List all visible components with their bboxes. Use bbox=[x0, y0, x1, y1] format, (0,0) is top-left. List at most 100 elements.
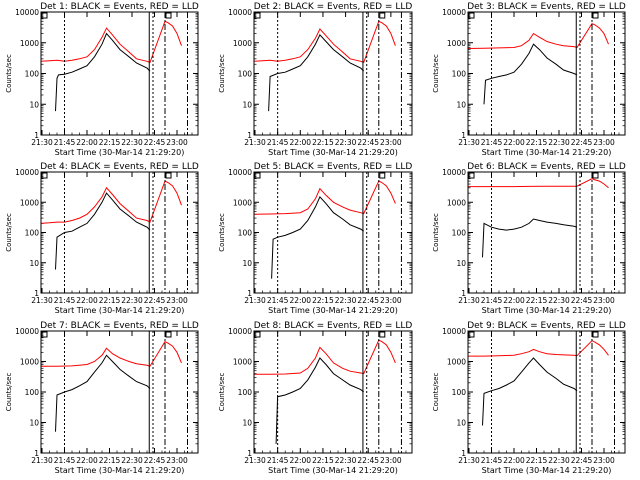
y-tick-label: 1000 bbox=[233, 39, 252, 48]
x-tick-label: 22:15 bbox=[99, 456, 121, 465]
x-tick-label: 22:15 bbox=[99, 138, 121, 147]
series-line-events bbox=[271, 195, 364, 279]
panel-title: Det 3: BLACK = Events, RED = LLD bbox=[467, 2, 626, 12]
y-tick-label: 10 bbox=[242, 100, 252, 109]
panel-title: Det 4: BLACK = Events, RED = LLD bbox=[40, 162, 199, 172]
x-tick-label: 22:30 bbox=[335, 296, 357, 305]
x-tick-label: 22:00 bbox=[289, 456, 311, 465]
y-tick-label: 1000 bbox=[447, 39, 466, 48]
series-line-lld bbox=[467, 178, 609, 189]
panel-det-5: Det 5: BLACK = Events, RED = LLD Counts/s… bbox=[218, 162, 413, 315]
series-line-lld bbox=[253, 339, 396, 375]
y-tick-label: 10000 bbox=[15, 8, 39, 17]
y-axis-label: Counts/sec bbox=[5, 54, 13, 93]
corner-marker bbox=[592, 172, 599, 179]
x-tick-label: 23:00 bbox=[166, 296, 188, 305]
panel-det-4: Det 4: BLACK = Events, RED = LLD Counts/s… bbox=[5, 162, 199, 315]
panel-det-6: Det 6: BLACK = Events, RED = LLD Counts/s… bbox=[432, 162, 626, 315]
series-line-events bbox=[55, 32, 151, 112]
x-tick-label: 21:30 bbox=[31, 456, 53, 465]
panel-title: Det 1: BLACK = Events, RED = LLD bbox=[40, 2, 199, 12]
series-line-lld bbox=[40, 20, 182, 64]
x-tick-label: 22:45 bbox=[571, 456, 593, 465]
y-tick-label: 1 bbox=[461, 449, 466, 458]
x-tick-label: 22:30 bbox=[335, 138, 357, 147]
y-tick-label: 1000 bbox=[447, 198, 466, 207]
x-axis-label: Start Time (30-Mar-14 21:29:20) bbox=[482, 306, 612, 315]
y-tick-label: 100 bbox=[25, 229, 40, 238]
x-tick-label: 22:15 bbox=[526, 296, 548, 305]
y-tick-label: 10 bbox=[29, 259, 39, 268]
y-tick-label: 10000 bbox=[228, 8, 252, 17]
corner-marker bbox=[379, 331, 386, 338]
x-tick-label: 23:00 bbox=[380, 296, 402, 305]
x-tick-label: 22:00 bbox=[76, 456, 98, 465]
x-tick-label: 22:15 bbox=[312, 456, 334, 465]
x-tick-label: 22:00 bbox=[503, 138, 525, 147]
y-tick-label: 1 bbox=[461, 131, 466, 140]
panel-det-2: Det 2: BLACK = Events, RED = LLD Counts/s… bbox=[218, 2, 413, 157]
y-axis-label: Counts/sec bbox=[432, 213, 440, 252]
series-line-events bbox=[275, 357, 365, 444]
x-axis-label: Start Time (30-Mar-14 21:29:20) bbox=[482, 466, 612, 475]
y-tick-label: 10 bbox=[242, 259, 252, 268]
y-axis-label: Counts/sec bbox=[5, 373, 13, 412]
x-tick-label: 22:00 bbox=[503, 296, 525, 305]
x-tick-label: 22:30 bbox=[121, 296, 143, 305]
y-tick-label: 10000 bbox=[442, 168, 466, 177]
x-axis-label: Start Time (30-Mar-14 21:29:20) bbox=[55, 466, 185, 475]
x-tick-label: 23:00 bbox=[593, 138, 615, 147]
y-tick-label: 1000 bbox=[20, 198, 39, 207]
panel-title: Det 5: BLACK = Events, RED = LLD bbox=[254, 162, 413, 172]
panel-title: Det 7: BLACK = Events, RED = LLD bbox=[40, 321, 199, 331]
y-tick-label: 1000 bbox=[20, 39, 39, 48]
series-line-lld bbox=[40, 180, 182, 224]
corner-marker bbox=[254, 172, 261, 179]
x-tick-label: 21:45 bbox=[481, 138, 503, 147]
x-tick-label: 23:00 bbox=[166, 456, 188, 465]
series-line-events bbox=[268, 34, 365, 112]
plot-frame bbox=[40, 11, 199, 136]
y-tick-label: 10 bbox=[29, 419, 39, 428]
x-axis-label: Start Time (30-Mar-14 21:29:20) bbox=[268, 466, 398, 475]
x-tick-label: 21:45 bbox=[267, 456, 289, 465]
series-line-lld bbox=[253, 180, 396, 215]
corner-marker bbox=[165, 172, 172, 179]
y-tick-label: 1 bbox=[247, 289, 252, 298]
series-line-events bbox=[55, 354, 151, 432]
x-axis-label: Start Time (30-Mar-14 21:29:20) bbox=[268, 306, 398, 315]
corner-marker bbox=[592, 331, 599, 338]
y-axis-label: Counts/sec bbox=[218, 54, 226, 93]
x-tick-label: 22:30 bbox=[335, 456, 357, 465]
series-line-lld bbox=[467, 340, 609, 357]
x-tick-label: 22:30 bbox=[121, 138, 143, 147]
x-tick-label: 21:45 bbox=[54, 138, 76, 147]
series-line-events bbox=[482, 357, 578, 426]
y-tick-label: 1 bbox=[34, 289, 39, 298]
x-tick-label: 22:00 bbox=[76, 138, 98, 147]
panel-title: Det 8: BLACK = Events, RED = LLD bbox=[254, 321, 413, 331]
y-tick-label: 10 bbox=[29, 100, 39, 109]
series-line-lld bbox=[467, 22, 609, 49]
x-tick-label: 22:00 bbox=[503, 456, 525, 465]
x-tick-label: 22:30 bbox=[121, 456, 143, 465]
x-tick-label: 21:30 bbox=[31, 296, 53, 305]
x-tick-label: 23:00 bbox=[593, 456, 615, 465]
y-tick-label: 1000 bbox=[20, 358, 39, 367]
y-tick-label: 10 bbox=[456, 100, 466, 109]
x-tick-label: 21:45 bbox=[54, 296, 76, 305]
x-tick-label: 22:45 bbox=[144, 296, 166, 305]
y-tick-label: 10000 bbox=[15, 327, 39, 336]
x-tick-label: 21:30 bbox=[458, 296, 480, 305]
y-tick-label: 1 bbox=[461, 289, 466, 298]
x-tick-label: 21:30 bbox=[244, 456, 266, 465]
x-tick-label: 23:00 bbox=[380, 456, 402, 465]
x-tick-label: 22:15 bbox=[526, 138, 548, 147]
y-tick-label: 1000 bbox=[233, 358, 252, 367]
panel-title: Det 6: BLACK = Events, RED = LLD bbox=[467, 162, 626, 172]
corner-marker bbox=[41, 331, 48, 338]
x-tick-label: 22:45 bbox=[144, 456, 166, 465]
x-tick-label: 21:30 bbox=[31, 138, 53, 147]
y-tick-label: 10 bbox=[242, 419, 252, 428]
x-axis-label: Start Time (30-Mar-14 21:29:20) bbox=[482, 148, 612, 157]
